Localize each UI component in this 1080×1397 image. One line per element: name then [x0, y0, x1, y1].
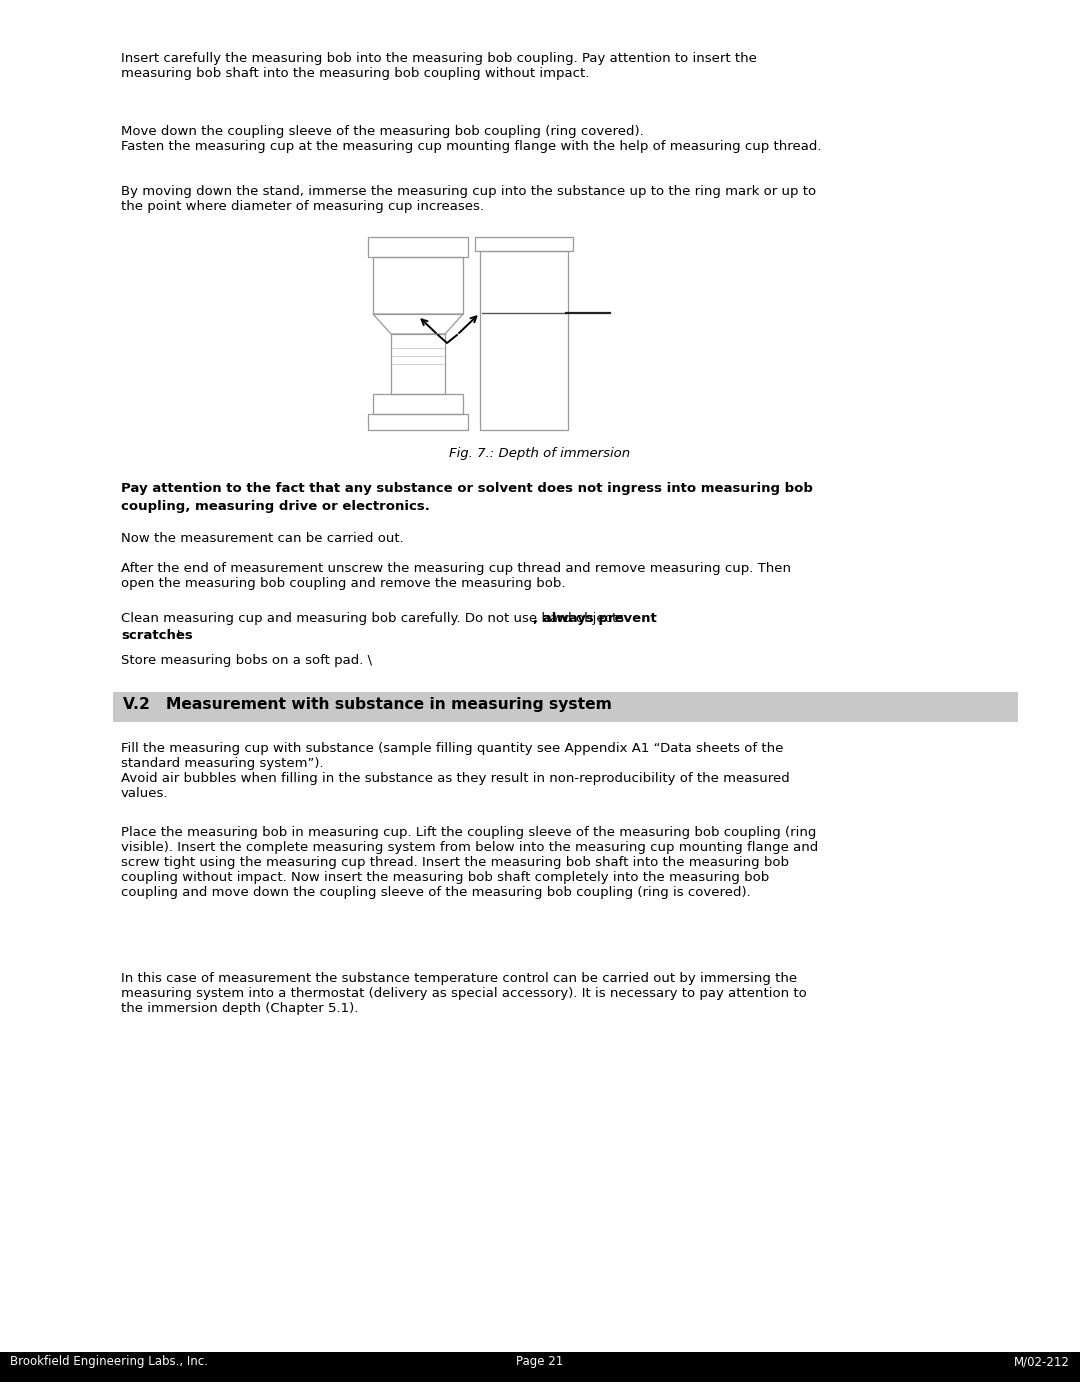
Text: Place the measuring bob in measuring cup. Lift the coupling sleeve of the measur: Place the measuring bob in measuring cup… — [121, 826, 819, 900]
Text: By moving down the stand, immerse the measuring cup into the substance up to the: By moving down the stand, immerse the me… — [121, 184, 816, 212]
Bar — [373, 257, 463, 314]
Text: Fill the measuring cup with substance (sample filling quantity see Appendix A1 “: Fill the measuring cup with substance (s… — [121, 742, 789, 800]
Text: Fig. 7.: Depth of immersion: Fig. 7.: Depth of immersion — [449, 447, 631, 460]
Bar — [391, 334, 445, 394]
Text: Now the measurement can be carried out.: Now the measurement can be carried out. — [121, 532, 404, 545]
Bar — [368, 414, 468, 430]
Bar — [480, 251, 568, 430]
Text: , always prevent: , always prevent — [532, 612, 657, 624]
Text: Clean measuring cup and measuring bob carefully. Do not use hard objects: Clean measuring cup and measuring bob ca… — [121, 612, 624, 624]
Text: Store measuring bobs on a soft pad. \: Store measuring bobs on a soft pad. \ — [121, 654, 373, 666]
Text: Insert carefully the measuring bob into the measuring bob coupling. Pay attentio: Insert carefully the measuring bob into … — [121, 52, 757, 80]
Text: !: ! — [176, 629, 181, 643]
Text: Move down the coupling sleeve of the measuring bob coupling (ring covered).
Fast: Move down the coupling sleeve of the mea… — [121, 124, 822, 154]
Text: Page 21: Page 21 — [516, 1355, 564, 1369]
Text: After the end of measurement unscrew the measuring cup thread and remove measuri: After the end of measurement unscrew the… — [121, 562, 791, 590]
Bar — [0, 1352, 1080, 1382]
Bar — [368, 237, 468, 257]
Bar — [113, 692, 1017, 722]
Text: Brookfield Engineering Labs., Inc.: Brookfield Engineering Labs., Inc. — [10, 1355, 207, 1369]
Text: In this case of measurement the substance temperature control can be carried out: In this case of measurement the substanc… — [121, 972, 807, 1016]
Text: scratches: scratches — [121, 629, 192, 643]
Text: Pay attention to the fact that any substance or solvent does not ingress into me: Pay attention to the fact that any subst… — [121, 482, 813, 495]
Text: M/02-212: M/02-212 — [1014, 1355, 1070, 1369]
Text: V.2   Measurement with substance in measuring system: V.2 Measurement with substance in measur… — [123, 697, 612, 712]
Bar — [475, 237, 573, 251]
Bar — [373, 394, 463, 414]
Text: coupling, measuring drive or electronics.: coupling, measuring drive or electronics… — [121, 500, 430, 513]
